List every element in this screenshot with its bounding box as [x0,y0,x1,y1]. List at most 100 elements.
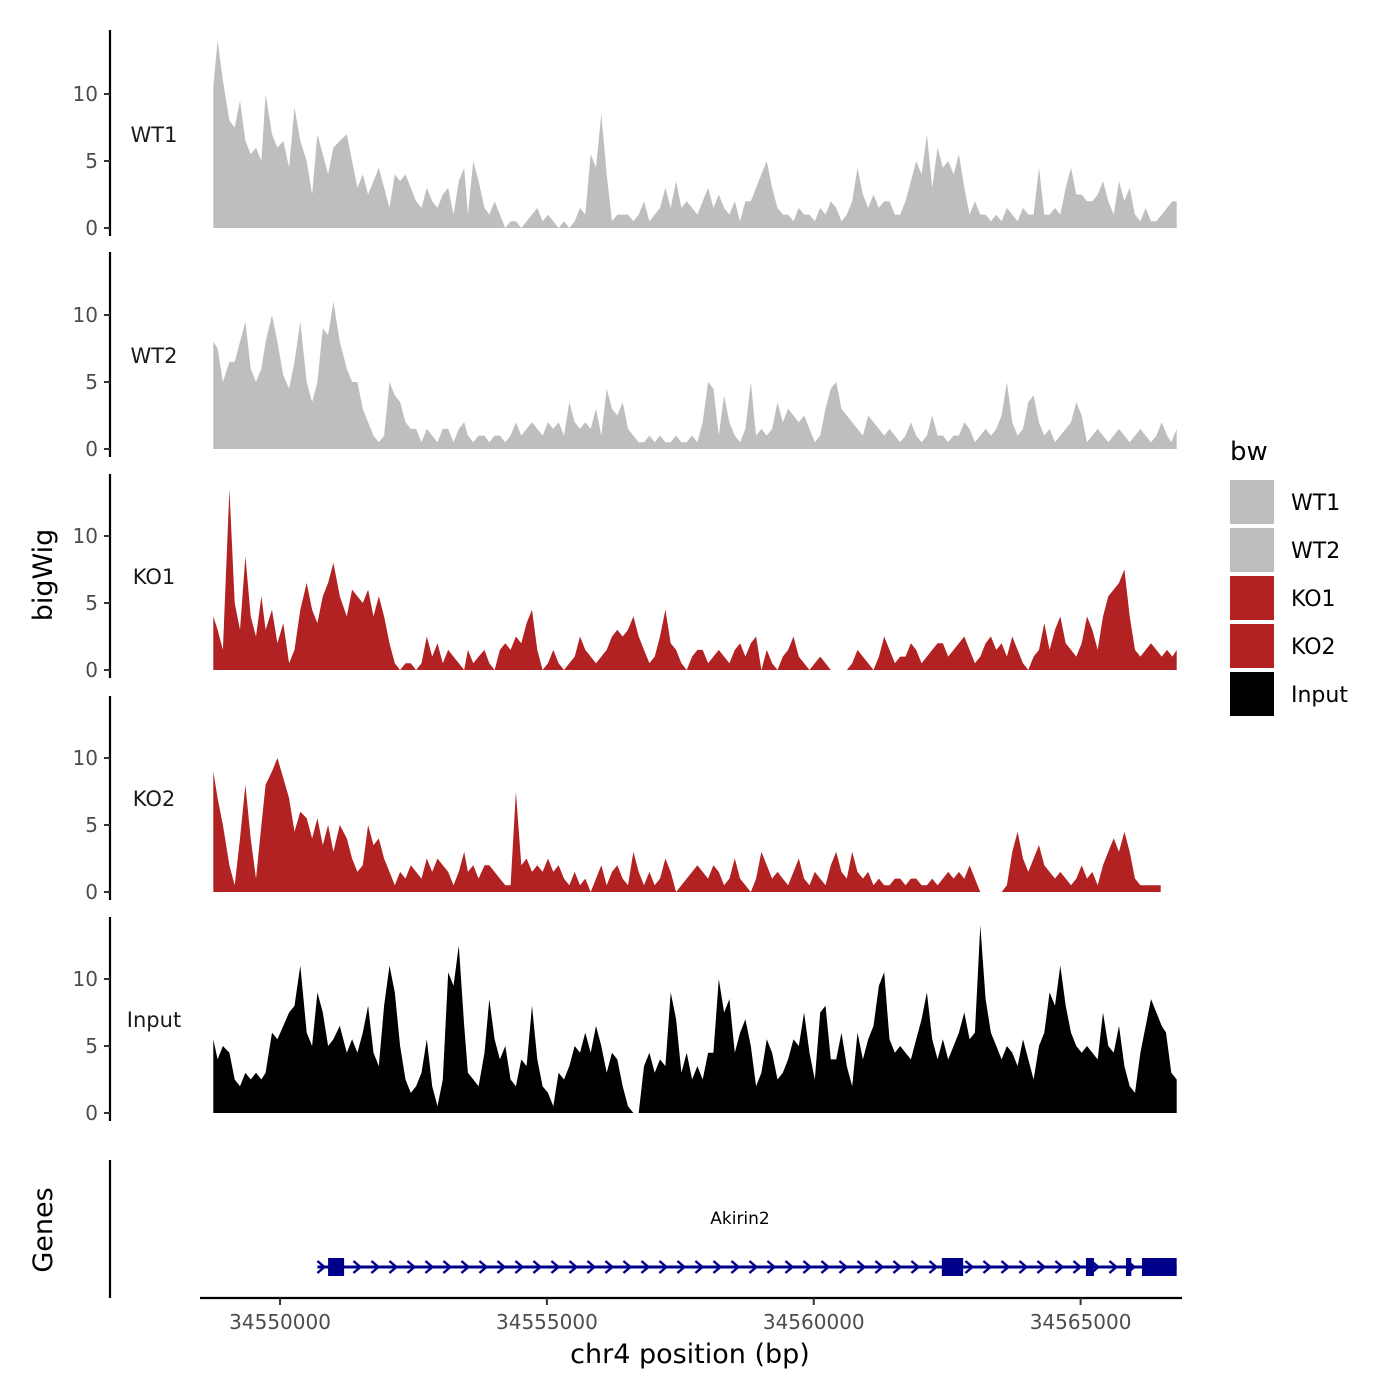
legend-swatch-ko2 [1230,624,1274,668]
y-tick-label: 5 [85,370,98,394]
legend-label-wt1: WT1 [1291,491,1340,516]
y-tick-label: 0 [85,880,98,904]
strand-arrow-icon [352,1260,363,1274]
strand-arrow-icon [964,1260,975,1274]
gene-layer: Akirin2 [108,1160,1177,1298]
track-label: WT1 [131,123,178,147]
y-tick-label: 0 [85,216,98,240]
legend-swatch-input [1230,672,1274,716]
coverage-area-ko2 [213,758,1161,892]
genes-axis-title: Genes [28,1187,59,1272]
strand-arrow-icon [532,1260,543,1274]
strand-arrow-icon [460,1260,471,1274]
strand-arrow-icon [766,1260,777,1274]
coverage-area-input [213,925,1177,1113]
legend-label-wt2: WT2 [1291,539,1340,564]
legend: bw WT1 WT2 KO1 KO2 Input [1230,437,1348,716]
y-tick-label: 10 [73,524,98,548]
strand-arrow-icon [1018,1260,1029,1274]
y-tick-label: 5 [85,1034,98,1058]
strand-arrow-icon [622,1260,633,1274]
strand-arrow-icon [514,1260,525,1274]
strand-arrow-icon [874,1260,885,1274]
y-tick-label: 0 [85,437,98,461]
track-label: KO1 [133,565,176,589]
strand-arrow-icon [424,1260,435,1274]
coverage-area-wt2 [213,301,1177,449]
track-wt1: 0 5 10 WT1 [73,30,1177,240]
legend-label-input: Input [1291,683,1348,708]
strand-arrow-icon [658,1260,669,1274]
track-ko2: 0 5 10 KO2 [73,696,1161,904]
strand-arrow-icon [1054,1260,1065,1274]
strand-arrow-icon [1036,1260,1047,1274]
legend-title: bw [1230,437,1268,467]
track-wt2: 0 5 10 WT2 [73,252,1177,461]
strand-arrow-icon [712,1260,723,1274]
strand-arrow-icon [442,1260,453,1274]
y-tick-label: 0 [85,658,98,682]
y-tick-label: 10 [73,967,98,991]
y-tick-label: 5 [85,813,98,837]
strand-arrow-icon [370,1260,381,1274]
coverage-area-ko1 [213,489,1177,670]
strand-arrow-icon [982,1260,993,1274]
y-tick-label: 5 [85,591,98,615]
strand-arrow-icon [388,1260,399,1274]
strand-arrow-icon [748,1260,759,1274]
strand-arrow-icon [910,1260,921,1274]
gene-exon [941,1258,964,1276]
y-axis-title: bigWig [28,529,59,622]
y-tick-label: 0 [85,1101,98,1125]
strand-arrow-icon [784,1260,795,1274]
x-axis: 34550000 34555000 34560000 34565000 [200,1296,1182,1334]
legend-swatch-wt2 [1230,528,1274,572]
x-axis-title: chr4 position (bp) [570,1339,810,1370]
track-ko1: 0 5 10 KO1 [73,474,1177,682]
gene-exon [1125,1258,1132,1276]
strand-arrow-icon [1072,1260,1083,1274]
strand-arrow-icon [820,1260,831,1274]
strand-arrow-icon [838,1260,849,1274]
track-input: 0 5 10 Input [73,917,1177,1125]
strand-arrow-icon [856,1260,867,1274]
y-tick-label: 5 [85,149,98,173]
strand-arrow-icon [478,1260,489,1274]
gene-exon [1085,1258,1094,1276]
track-label: Input [127,1008,181,1032]
strand-arrow-icon [928,1260,939,1274]
legend-label-ko2: KO2 [1291,635,1336,660]
y-tick-label: 10 [73,82,98,106]
strand-arrow-icon [730,1260,741,1274]
strand-arrow-icon [1108,1260,1119,1274]
gene-exon [328,1258,345,1276]
x-tick-label: 34565000 [1030,1310,1132,1334]
gene-exon [1141,1258,1177,1276]
legend-swatch-wt1 [1230,480,1274,524]
tracks-layer: 0 5 10 WT1 0 5 10 WT2 0 5 10 KO1 0 5 10 KO2 0 5 10 Input [73,30,1177,1125]
legend-label-ko1: KO1 [1291,587,1336,612]
x-tick-label: 34550000 [229,1310,331,1334]
track-label: WT2 [131,344,178,368]
strand-arrow-icon [568,1260,579,1274]
strand-arrow-icon [316,1260,327,1274]
strand-arrow-icon [406,1260,417,1274]
legend-swatch-ko1 [1230,576,1274,620]
gene-name-label: Akirin2 [710,1209,770,1229]
coverage-area-wt1 [213,40,1177,229]
track-label: KO2 [133,787,176,811]
x-tick-label: 34555000 [496,1310,598,1334]
strand-arrow-icon [586,1260,597,1274]
strand-arrow-icon [496,1260,507,1274]
strand-arrow-icon [640,1260,651,1274]
strand-arrow-icon [694,1260,705,1274]
strand-arrow-icon [892,1260,903,1274]
x-tick-label: 34560000 [763,1310,865,1334]
strand-arrow-icon [1000,1260,1011,1274]
strand-arrow-icon [604,1260,615,1274]
strand-arrow-icon [676,1260,687,1274]
y-tick-label: 10 [73,746,98,770]
strand-arrow-icon [550,1260,561,1274]
y-tick-label: 10 [73,303,98,327]
